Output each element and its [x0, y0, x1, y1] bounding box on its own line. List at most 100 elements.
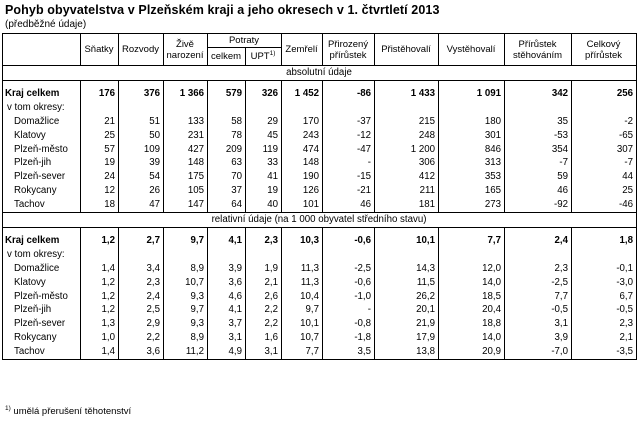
spacer-cell — [438, 80, 506, 87]
table-cell: -21 — [322, 184, 376, 199]
table-cell: 25 — [571, 184, 638, 199]
table-cell: 7,7 — [281, 345, 324, 361]
spacer-cell — [80, 227, 119, 235]
spacer-cell — [207, 227, 246, 235]
header-celkovy-prirustek: Celkový přírůstek — [571, 33, 638, 66]
table-cell: 12 — [80, 184, 119, 199]
table-cell: 57 — [80, 142, 119, 157]
table-cell: 3,1 — [504, 317, 573, 332]
table-row: v tom okresy: — [2, 247, 638, 262]
header-zive-narozeni: Živě narození — [163, 33, 208, 66]
table-cell: 101 — [281, 198, 324, 214]
table-cell: 14,0 — [438, 275, 506, 290]
table-cell: 119 — [245, 142, 283, 157]
table-cell: 59 — [504, 170, 573, 185]
table-cell: -2 — [571, 114, 638, 129]
table-cell: 64 — [207, 198, 246, 214]
table-cell: 148 — [281, 156, 324, 171]
table-cell: -0,6 — [322, 234, 376, 248]
table-cell: 326 — [245, 87, 283, 101]
table-cell: 45 — [245, 128, 283, 143]
footnote-text: umělá přerušení těhotenství — [10, 406, 132, 417]
table-cell: -7 — [504, 156, 573, 171]
table-cell: -3,5 — [571, 345, 638, 361]
table-cell: 54 — [118, 170, 164, 185]
table-row: Klatovy 25 50 231 78 45 243 -12 248 301 -53 -65 — [2, 128, 638, 143]
table-cell: 3,6 — [207, 275, 246, 290]
spacer-cell — [163, 227, 208, 235]
table-row: Domažlice 1,4 3,4 8,9 3,9 1,9 11,3 -2,5 14,3 12,0… — [2, 261, 638, 276]
row-label: Klatovy — [2, 275, 81, 290]
table-cell: 14,0 — [438, 331, 506, 346]
table-cell: 4,1 — [207, 234, 246, 248]
table-cell: - — [322, 156, 376, 171]
table-cell — [80, 247, 119, 262]
row-label: Plzeň-jih — [2, 156, 81, 171]
table-cell — [322, 247, 376, 262]
table-cell — [281, 100, 324, 115]
spacer-cell — [207, 80, 246, 87]
table-cell: -47 — [322, 142, 376, 157]
header-potraty: Potraty — [206, 33, 283, 48]
table-cell — [571, 247, 638, 262]
header-celkovy-line1: Celkový — [586, 38, 621, 50]
header-prirustek-steh-line1: Přírůstek — [518, 38, 557, 50]
spacer-cell — [2, 80, 81, 87]
header-prirozeny-line1: Přirozený — [327, 38, 369, 50]
table-cell: 18,8 — [438, 317, 506, 332]
table-cell: 2,3 — [571, 317, 638, 332]
row-label: Tachov — [2, 198, 81, 214]
table-row: Tachov 1,4 3,6 11,2 4,9 3,1 7,7 3,5 13,8 20,9 -7,0… — [2, 345, 638, 361]
table-cell: 1,2 — [80, 275, 119, 290]
table-cell: 1,3 — [80, 317, 119, 332]
spacer-cell — [118, 80, 164, 87]
row-label: Plzeň-město — [2, 142, 81, 157]
table-cell: 313 — [438, 156, 506, 171]
table-cell: 19 — [245, 184, 283, 199]
table-cell: 256 — [571, 87, 638, 101]
table-cell: 46 — [504, 184, 573, 199]
table-cell — [374, 247, 440, 262]
table-cell: 40 — [245, 198, 283, 214]
table-cell: 180 — [438, 114, 506, 129]
table-cell: 11,3 — [281, 275, 324, 290]
header-zive-narozeni-line1: Živě — [176, 38, 194, 50]
table-cell: 1,2 — [80, 303, 119, 318]
table-cell: 18 — [80, 198, 119, 214]
table-cell: 3,1 — [207, 331, 246, 346]
table-cell: 58 — [207, 114, 246, 129]
table-cell: -3,0 — [571, 275, 638, 290]
table-cell: 29 — [245, 114, 283, 129]
table-cell — [438, 247, 506, 262]
table-cell: 47 — [118, 198, 164, 214]
table-cell: 7,7 — [438, 234, 506, 248]
row-label: v tom okresy: — [2, 100, 81, 115]
row-label: Tachov — [2, 345, 81, 361]
table-cell: 105 — [163, 184, 208, 199]
table-cell: 1,9 — [245, 261, 283, 276]
spacer-cell — [80, 80, 119, 87]
table-cell: 176 — [80, 87, 119, 101]
row-label: Domažlice — [2, 261, 81, 276]
table-row: Plzeň-sever 1,3 2,9 9,3 3,7 2,2 10,1 -0,8 21,9 18… — [2, 317, 638, 332]
table-cell: 3,9 — [207, 261, 246, 276]
table-cell: 51 — [118, 114, 164, 129]
spacer-cell — [374, 80, 440, 87]
table-cell: 353 — [438, 170, 506, 185]
table-cell — [163, 100, 208, 115]
table-cell: 9,7 — [163, 234, 208, 248]
table-cell: 2,3 — [118, 275, 164, 290]
table-cell: -1,8 — [322, 331, 376, 346]
table-cell: 20,4 — [438, 303, 506, 318]
table-cell: -7,0 — [504, 345, 573, 361]
spacer-row — [2, 80, 638, 87]
spacer-cell — [322, 227, 376, 235]
spacer-cell — [504, 227, 573, 235]
spacer-cell — [118, 227, 164, 235]
table-cell: 307 — [571, 142, 638, 157]
table-cell: 41 — [245, 170, 283, 185]
table-cell: 9,7 — [163, 303, 208, 318]
table-cell: 2,3 — [245, 234, 283, 248]
header-potraty-celkem: celkem — [207, 47, 246, 66]
table-cell: 2,2 — [245, 317, 283, 332]
